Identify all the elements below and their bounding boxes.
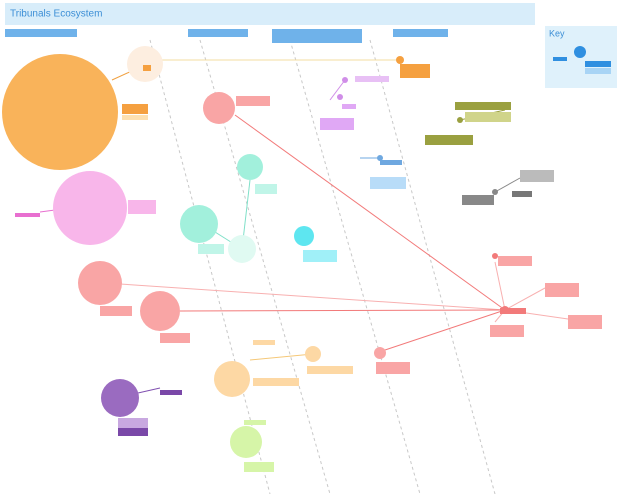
node — [53, 171, 127, 245]
label-card — [236, 96, 270, 106]
node — [230, 426, 262, 458]
key-label — [585, 68, 611, 74]
label-card — [500, 308, 526, 314]
label-card — [512, 191, 532, 197]
column-header — [188, 29, 248, 37]
node — [214, 361, 250, 397]
node — [127, 46, 163, 82]
title: Tribunals Ecosystem — [10, 9, 102, 20]
node — [140, 291, 180, 331]
label-card — [462, 195, 494, 205]
label-card — [122, 104, 148, 114]
label-card — [320, 118, 354, 130]
label-card — [400, 64, 430, 78]
connector — [179, 309, 506, 312]
label-card — [376, 362, 410, 374]
label-card — [355, 76, 389, 82]
key-title: Key — [549, 28, 565, 38]
label-card — [455, 102, 511, 110]
label-card — [244, 462, 274, 472]
node — [78, 261, 122, 305]
nodes — [2, 46, 509, 458]
column-headers — [5, 29, 448, 43]
node — [237, 154, 263, 180]
connector — [329, 79, 346, 101]
label-card — [498, 256, 532, 266]
node — [396, 56, 404, 64]
label-card — [370, 177, 406, 189]
node — [294, 226, 314, 246]
connector — [39, 209, 56, 213]
divider — [289, 39, 421, 494]
divider — [149, 39, 271, 494]
label-card — [490, 325, 524, 337]
label-card — [160, 333, 190, 343]
label-card — [465, 112, 511, 122]
column-header — [5, 29, 77, 37]
column-header — [272, 29, 362, 43]
node — [2, 54, 118, 170]
label-card — [198, 244, 224, 254]
connector — [504, 287, 546, 311]
label-card — [342, 104, 356, 109]
key-label — [585, 61, 611, 67]
title-bar — [5, 3, 535, 25]
connector — [249, 353, 314, 361]
label-card — [118, 428, 148, 436]
label-card — [15, 213, 40, 217]
label-card — [122, 115, 148, 120]
connector — [384, 309, 506, 351]
connector — [494, 177, 521, 193]
key-node — [574, 46, 586, 58]
label-cards — [15, 64, 602, 472]
label-card — [244, 420, 266, 425]
node — [374, 347, 386, 359]
label-card — [380, 160, 402, 165]
node — [457, 117, 463, 123]
node — [101, 379, 139, 417]
label-card — [545, 283, 579, 297]
node — [492, 189, 498, 195]
node — [305, 346, 321, 362]
node — [337, 94, 343, 100]
node — [342, 77, 348, 83]
label-card — [568, 315, 602, 329]
label-card — [160, 390, 182, 395]
label-card — [143, 65, 151, 71]
label-card — [128, 200, 156, 214]
node — [180, 205, 218, 243]
connector — [137, 387, 161, 394]
label-card — [520, 170, 554, 182]
key-label — [553, 57, 567, 61]
divider — [369, 39, 496, 494]
connector — [494, 261, 506, 311]
label-card — [307, 366, 353, 374]
label-card — [255, 184, 277, 194]
node — [492, 253, 498, 259]
label-card — [253, 340, 275, 345]
label-card — [425, 135, 473, 145]
label-card — [303, 250, 337, 262]
connector — [119, 283, 506, 311]
node — [377, 155, 383, 161]
label-card — [253, 378, 299, 386]
node — [228, 235, 256, 263]
connector — [234, 114, 506, 311]
column-header — [393, 29, 448, 37]
label-card — [100, 306, 132, 316]
node — [203, 92, 235, 124]
